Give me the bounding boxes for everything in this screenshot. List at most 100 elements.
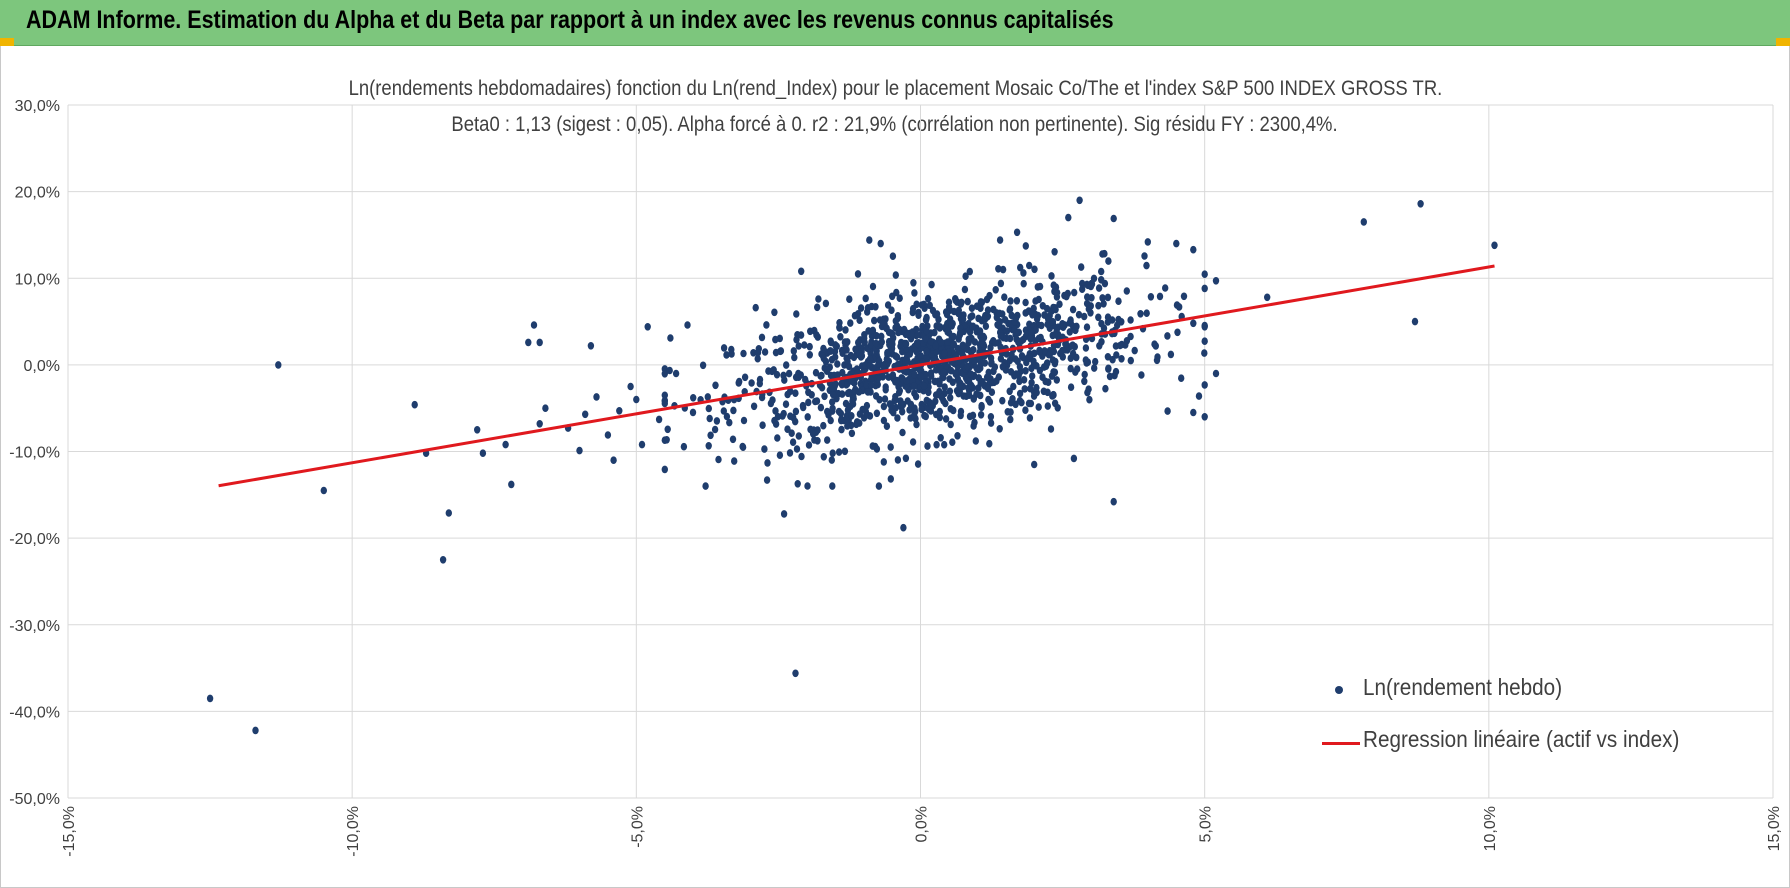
data-point xyxy=(962,272,969,281)
data-point xyxy=(1036,348,1043,356)
data-point xyxy=(904,357,911,366)
data-point xyxy=(275,361,282,369)
data-point xyxy=(876,395,883,404)
data-point xyxy=(1360,218,1368,226)
data-point xyxy=(1027,307,1035,316)
data-point xyxy=(730,406,737,415)
data-point xyxy=(942,415,950,423)
data-point xyxy=(911,389,918,398)
data-point xyxy=(983,295,991,304)
data-point xyxy=(772,348,780,357)
data-point xyxy=(773,370,781,379)
legend-item-regression: Regression linéaire (actif vs index) xyxy=(1322,720,1762,772)
corner-marker-right xyxy=(1776,38,1790,46)
data-point xyxy=(1099,294,1106,302)
data-point xyxy=(1040,387,1048,396)
data-point xyxy=(988,359,995,368)
data-point xyxy=(987,343,994,352)
data-point xyxy=(957,328,964,337)
data-point xyxy=(858,352,866,360)
data-point xyxy=(1054,313,1062,322)
data-point xyxy=(792,407,800,416)
data-point xyxy=(838,425,845,434)
data-point xyxy=(820,453,827,461)
data-point xyxy=(1017,263,1024,272)
data-point xyxy=(839,349,846,358)
data-point xyxy=(706,414,713,423)
data-point xyxy=(993,377,1000,385)
data-point xyxy=(822,299,830,308)
data-point xyxy=(1176,303,1183,311)
data-point xyxy=(922,412,929,421)
data-point xyxy=(750,349,757,357)
data-point xyxy=(474,426,481,434)
data-point xyxy=(1070,454,1078,463)
data-point xyxy=(827,337,834,346)
data-point xyxy=(1022,406,1029,415)
data-point xyxy=(680,442,688,451)
data-point xyxy=(320,486,327,495)
data-point xyxy=(845,362,853,371)
data-point xyxy=(997,332,1004,340)
data-point xyxy=(999,363,1006,371)
data-point xyxy=(903,368,910,376)
data-point xyxy=(856,316,863,325)
data-point xyxy=(917,352,925,360)
data-point xyxy=(945,303,953,311)
data-point xyxy=(909,438,917,446)
data-point xyxy=(1264,293,1271,302)
data-point xyxy=(911,370,918,379)
data-point xyxy=(977,411,985,419)
data-point xyxy=(1011,318,1018,326)
data-point xyxy=(1048,272,1055,280)
data-point xyxy=(892,352,899,360)
data-point xyxy=(792,389,799,398)
data-point xyxy=(883,422,891,431)
data-point xyxy=(1081,370,1088,379)
data-point xyxy=(1027,384,1034,393)
data-point xyxy=(1026,261,1033,270)
data-point xyxy=(748,379,755,387)
data-point xyxy=(984,384,992,393)
legend-dot-marker xyxy=(1335,686,1343,694)
data-point xyxy=(1201,270,1208,279)
data-point xyxy=(801,341,808,349)
data-point xyxy=(1127,316,1134,324)
data-point xyxy=(1006,387,1013,396)
data-point xyxy=(1026,414,1034,422)
data-point xyxy=(844,389,852,398)
data-point xyxy=(1156,292,1164,301)
data-point xyxy=(933,310,941,318)
x-tick-label: 5,0% xyxy=(1198,806,1215,842)
data-point xyxy=(829,482,836,490)
data-point xyxy=(1050,341,1058,350)
data-point xyxy=(1417,200,1424,208)
data-point xyxy=(849,397,856,406)
data-point xyxy=(864,388,872,396)
data-point xyxy=(1190,245,1197,254)
data-point xyxy=(1092,357,1099,366)
data-point xyxy=(1138,371,1145,379)
data-point xyxy=(1164,332,1171,340)
data-point xyxy=(1066,328,1074,336)
y-tick-label: -10,0% xyxy=(9,445,60,462)
data-point xyxy=(824,365,831,374)
report-banner: ADAM Informe. Estimation du Alpha et du … xyxy=(0,0,1790,46)
data-point xyxy=(684,321,691,329)
data-point xyxy=(1007,415,1014,424)
data-point xyxy=(814,426,821,434)
data-point xyxy=(987,413,995,421)
data-point xyxy=(1162,284,1169,292)
data-point xyxy=(982,315,989,323)
data-point xyxy=(1098,319,1105,328)
data-point xyxy=(880,458,887,466)
data-point xyxy=(815,295,822,303)
data-point xyxy=(761,445,768,453)
data-point xyxy=(723,412,731,421)
data-point xyxy=(1001,316,1009,324)
chart-legend: Ln(rendement hebdo) Regression linéaire … xyxy=(1322,668,1762,772)
data-point xyxy=(969,411,977,420)
data-point xyxy=(968,304,976,313)
data-point xyxy=(866,361,874,370)
data-point xyxy=(593,393,600,401)
